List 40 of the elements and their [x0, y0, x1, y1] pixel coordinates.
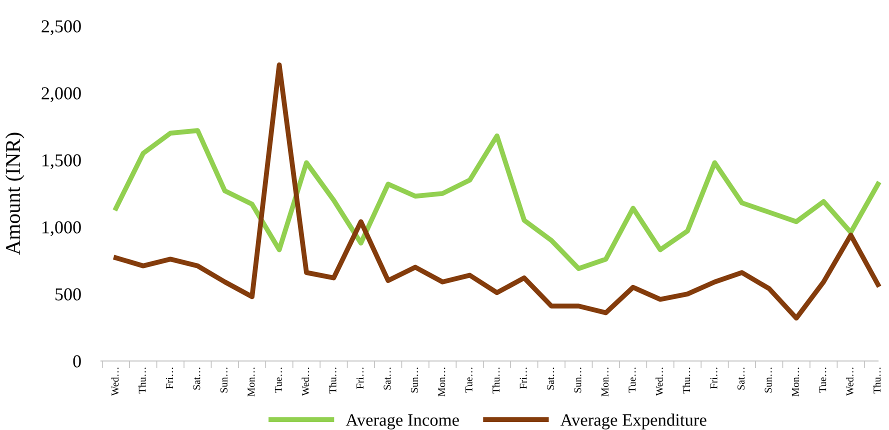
y-axis-title: Amount (INR)	[5, 132, 24, 255]
legend-label: Average Expenditure	[560, 414, 706, 430]
x-tick-label: Sat…	[193, 368, 200, 390]
x-tick-label: Mon…	[602, 368, 608, 396]
x-tick-label: Wed…	[656, 368, 663, 396]
x-tick-label: Sun…	[764, 368, 772, 392]
x-tick-label: Sun…	[574, 368, 582, 392]
x-tick-label: Sat…	[738, 368, 745, 390]
x-tick-label: Wed…	[302, 368, 310, 396]
legend-label: Average Income	[346, 414, 459, 430]
x-tick-label: Fri…	[520, 368, 527, 389]
x-tick-label: Thu…	[492, 368, 500, 394]
y-tick-label: 1,500	[42, 154, 81, 170]
x-tick-label: Mon…	[438, 368, 446, 396]
x-tick-label: Fri…	[710, 368, 718, 389]
x-tick-label: Mon…	[248, 368, 255, 396]
y-tick-label: 2,500	[42, 20, 81, 36]
y-tick-label: 500	[56, 288, 81, 300]
x-tick-label: Wed…	[846, 368, 854, 396]
x-tick-label: Fri…	[166, 368, 174, 389]
x-tick-label: Sat…	[547, 368, 554, 390]
x-tick-label: Thu…	[138, 368, 146, 394]
x-tick-label: Sun…	[410, 368, 418, 392]
x-tick-label: Tue…	[819, 368, 826, 393]
x-tick-label: Thu…	[328, 368, 336, 394]
x-tick-label: Tue…	[465, 368, 472, 393]
line-series	[114, 128, 880, 271]
x-tick-label: Thu…	[873, 368, 881, 394]
y-tick-label: 2,000	[42, 87, 81, 102]
x-tick-label: Mon…	[792, 368, 800, 396]
x-tick-label: Wed…	[111, 368, 119, 396]
y-tick-label: 1,000	[42, 221, 81, 236]
x-tick-label: Sun…	[220, 368, 228, 392]
x-tick-label: Tue…	[274, 368, 282, 393]
x-tick-label: Fri…	[356, 368, 364, 389]
line-series	[114, 62, 880, 321]
x-tick-label: Sat…	[384, 368, 391, 390]
x-tick-label: Thu…	[682, 368, 690, 394]
x-tick-label: Tue…	[628, 368, 636, 393]
y-tick-label: 0	[73, 355, 81, 368]
